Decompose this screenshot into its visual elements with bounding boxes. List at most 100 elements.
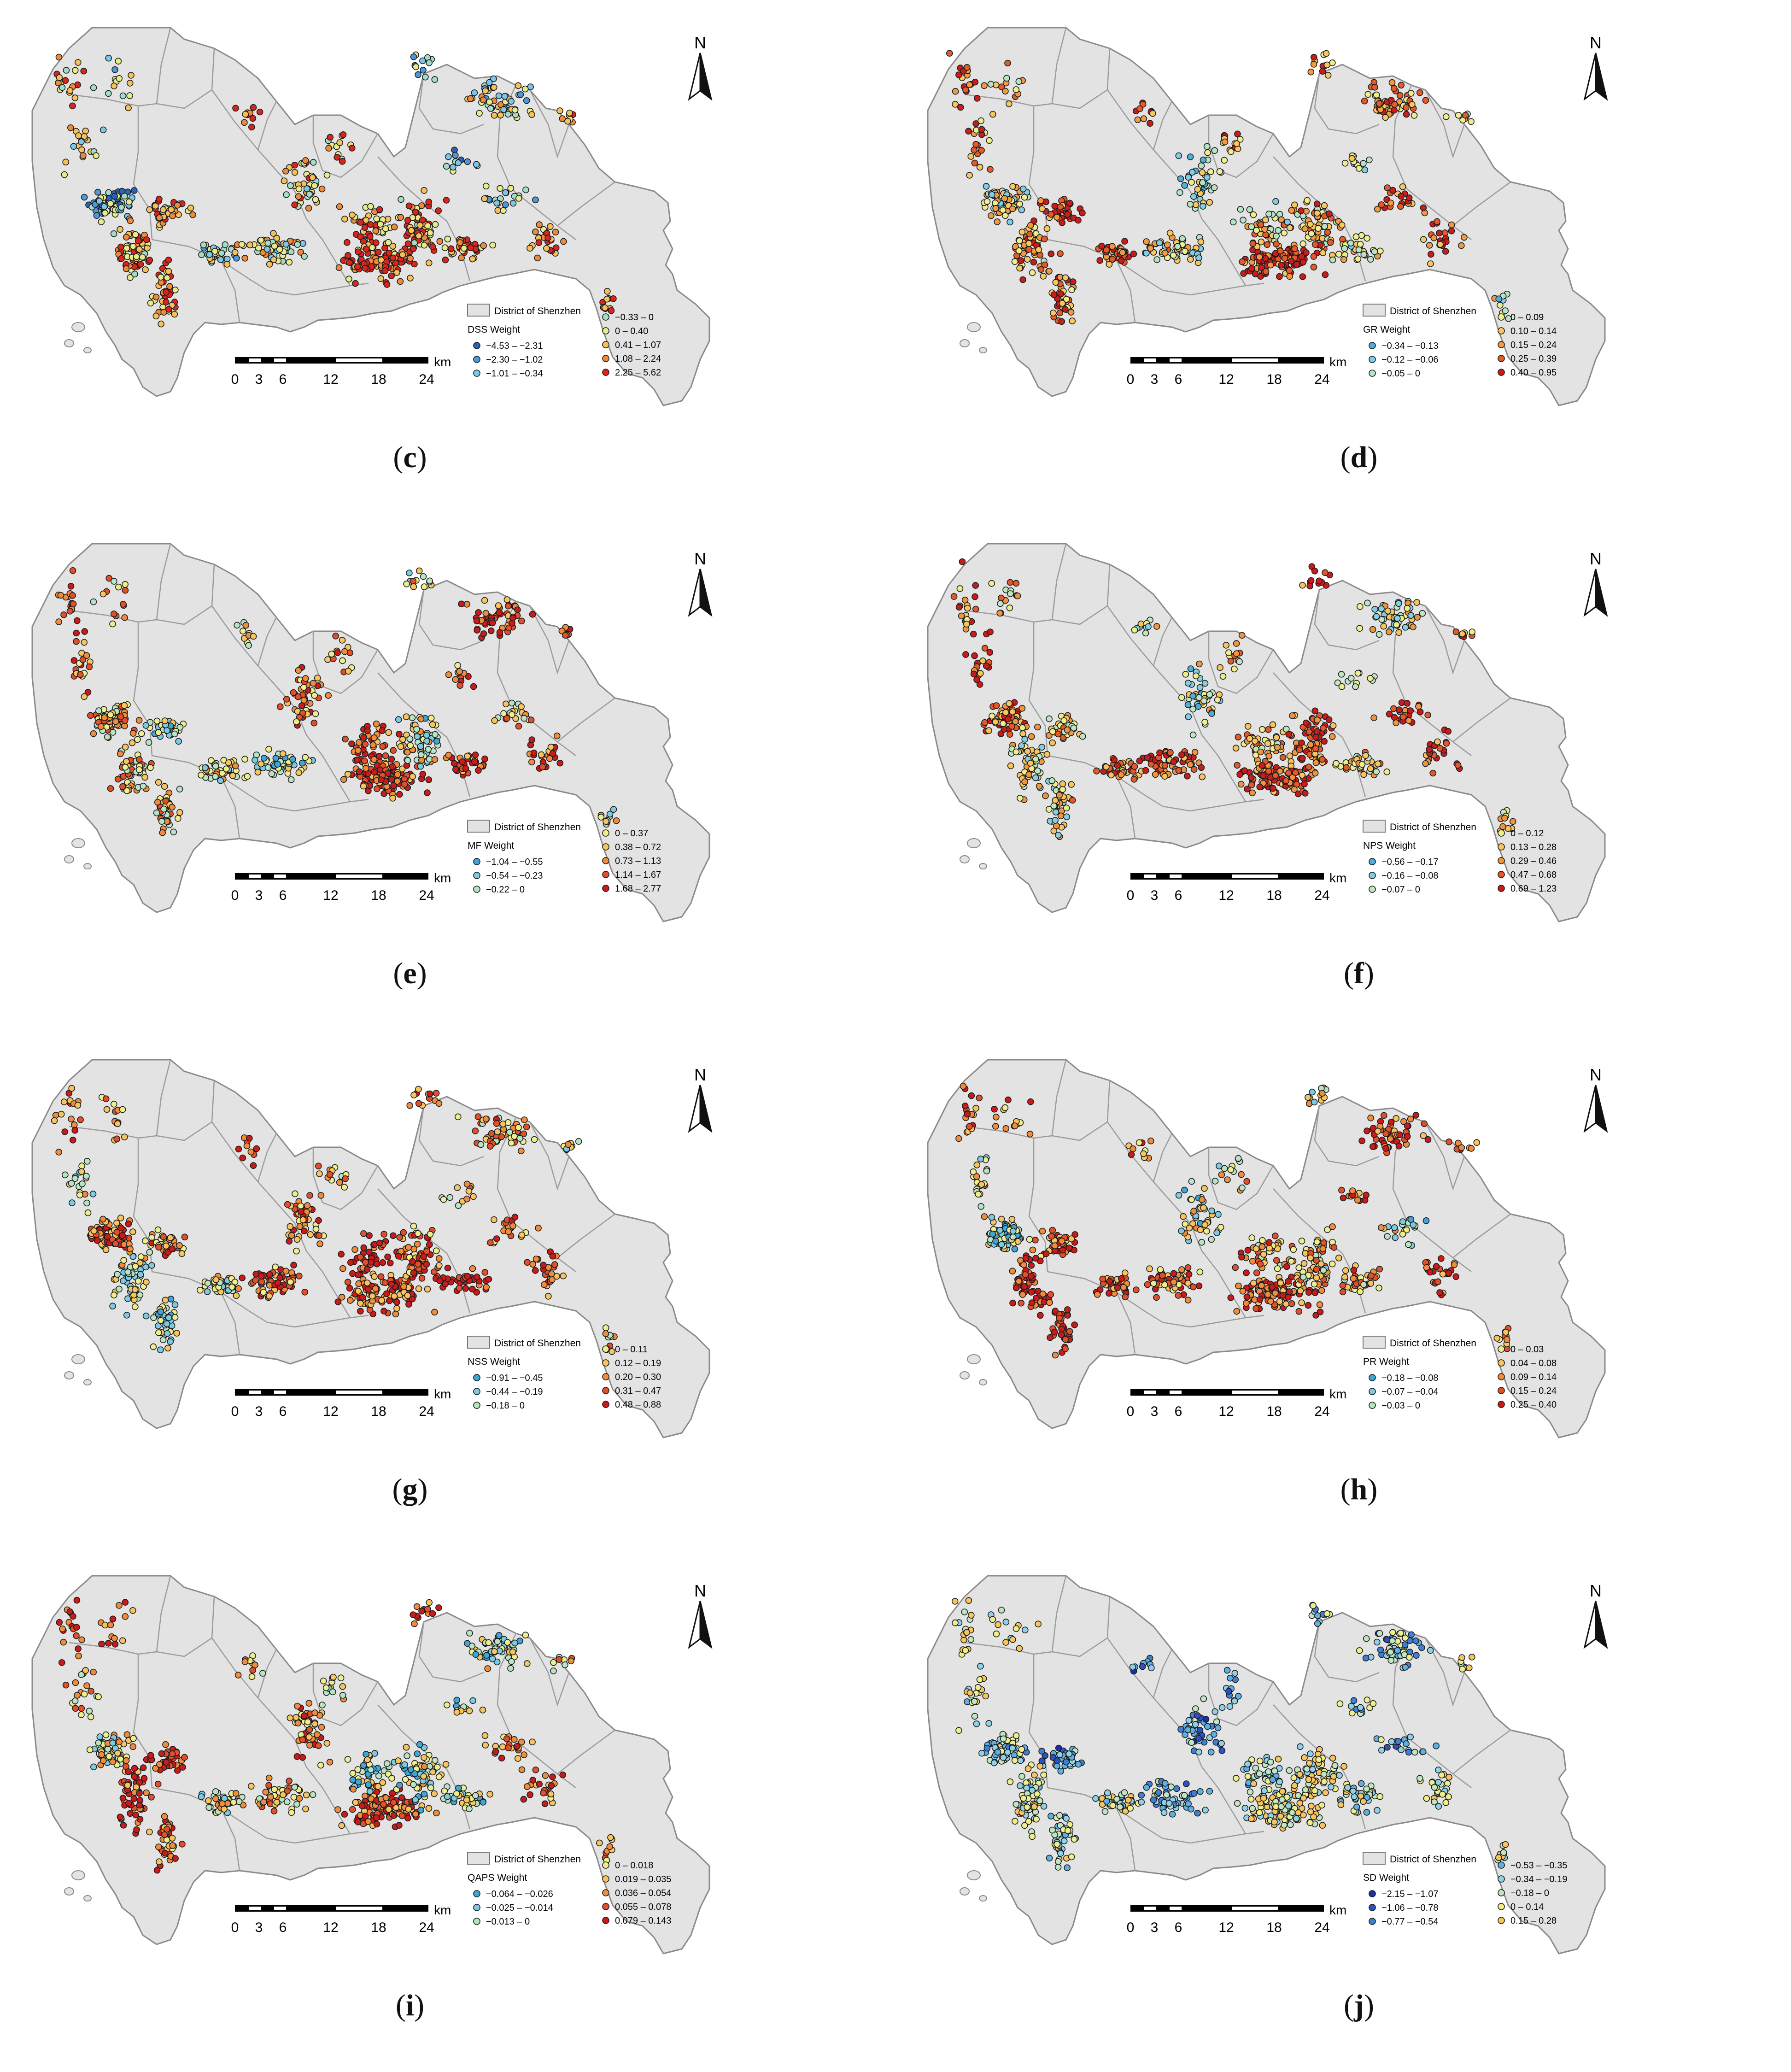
sample-point <box>1201 698 1207 704</box>
sample-point <box>533 197 538 203</box>
sample-point <box>1006 101 1012 107</box>
sample-point <box>1175 243 1181 249</box>
sample-point <box>1052 817 1058 823</box>
sample-point <box>398 744 404 750</box>
sample-point <box>1449 222 1455 228</box>
sample-point <box>1250 241 1256 247</box>
sample-point <box>510 1223 516 1229</box>
sample-point <box>972 79 978 85</box>
sample-point <box>112 67 118 73</box>
sample-point <box>1044 751 1050 757</box>
sample-point <box>452 676 458 682</box>
sample-point <box>1378 606 1384 612</box>
sample-point <box>1040 273 1046 279</box>
sample-point <box>1364 235 1370 241</box>
sample-point <box>166 1315 172 1321</box>
sample-point <box>1005 716 1011 722</box>
legend-swatch <box>1369 872 1375 879</box>
sample-point <box>464 753 470 759</box>
sample-point <box>1046 268 1052 274</box>
sample-point <box>1020 277 1026 283</box>
sample-point <box>352 1247 358 1253</box>
sample-point <box>966 128 972 134</box>
sample-point <box>1250 1258 1256 1264</box>
sample-point <box>512 107 518 113</box>
sample-point <box>1179 694 1185 700</box>
sample-point <box>529 112 535 117</box>
sample-point <box>384 1291 390 1297</box>
sample-point <box>310 175 316 181</box>
sample-point <box>251 105 257 111</box>
sample-point <box>1320 68 1326 74</box>
sample-point <box>188 205 194 211</box>
sample-point <box>291 1262 297 1268</box>
sample-point <box>1055 731 1061 737</box>
sample-point <box>1191 1208 1197 1214</box>
sample-point <box>536 240 542 246</box>
sample-point <box>427 230 433 236</box>
sample-point <box>1443 248 1449 254</box>
sample-point <box>1368 766 1374 772</box>
sample-point <box>497 185 503 191</box>
sample-point <box>1240 1288 1246 1294</box>
legend-range-label: 0.10 – 0.14 <box>1510 326 1557 336</box>
sample-point <box>983 183 989 189</box>
sample-point <box>119 1233 125 1239</box>
sample-point <box>388 273 394 279</box>
sample-point <box>1205 150 1211 156</box>
sample-point <box>1061 718 1067 724</box>
sample-point <box>427 1242 433 1248</box>
sample-point <box>1026 772 1032 778</box>
sample-point <box>1218 1172 1224 1178</box>
legend-swatch <box>603 844 609 850</box>
sample-point <box>1258 222 1264 228</box>
sample-point <box>411 1092 417 1098</box>
sample-point <box>118 244 124 250</box>
sample-point <box>1234 141 1240 147</box>
sample-point <box>299 760 305 766</box>
legend-swatch <box>474 872 480 879</box>
sample-point <box>103 1096 109 1102</box>
sample-point <box>1382 114 1388 120</box>
sample-point <box>1202 681 1208 687</box>
legend-swatch <box>1498 355 1504 362</box>
sample-point <box>297 1224 303 1230</box>
sample-point <box>1330 257 1336 263</box>
sample-point <box>1109 243 1115 249</box>
scale-tick-label: 6 <box>279 1404 287 1419</box>
sample-point <box>1261 1251 1267 1257</box>
sample-point <box>510 200 516 206</box>
sample-point <box>474 161 480 167</box>
sample-point <box>421 574 427 580</box>
sample-point <box>137 1272 143 1278</box>
sample-point <box>1179 1267 1185 1273</box>
sample-point <box>126 199 132 205</box>
sample-point <box>224 261 230 267</box>
sample-point <box>1404 605 1410 611</box>
sample-point <box>1208 169 1214 175</box>
sample-point <box>1406 195 1412 201</box>
sample-point <box>441 1197 447 1203</box>
sample-point <box>490 620 496 626</box>
sample-point <box>391 1293 397 1299</box>
sample-point <box>1436 230 1442 236</box>
sample-point <box>1266 768 1272 774</box>
sample-point <box>1314 210 1320 216</box>
sample-point <box>560 1273 566 1279</box>
sample-point <box>217 257 223 263</box>
scale-tick-label: 3 <box>1151 372 1159 387</box>
sample-point <box>136 757 142 763</box>
sample-point <box>121 1257 127 1263</box>
sample-point <box>1064 727 1070 733</box>
sample-point <box>290 756 296 762</box>
scale-tick-label: 18 <box>371 888 386 903</box>
sample-point <box>973 141 979 147</box>
sample-point <box>1235 1156 1241 1162</box>
sample-point <box>1157 1267 1163 1273</box>
sample-point <box>603 818 609 824</box>
sample-point <box>171 311 177 317</box>
sample-point <box>1042 236 1048 242</box>
sample-point <box>994 703 1000 709</box>
legend-range-label: 0.25 – 0.39 <box>1510 354 1557 364</box>
